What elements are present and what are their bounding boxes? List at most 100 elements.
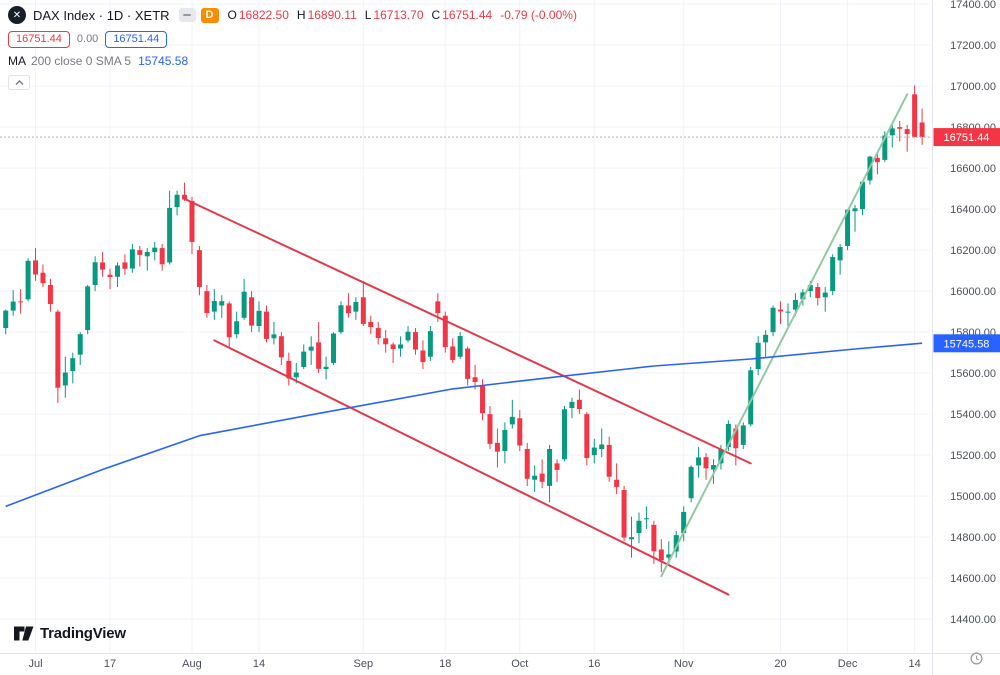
candle-body <box>137 250 143 255</box>
tradingview-logo[interactable]: TradingView <box>13 624 126 643</box>
candle-body <box>47 284 53 305</box>
candle-body <box>152 247 158 253</box>
candle-body <box>629 537 635 540</box>
candle-body <box>92 262 98 285</box>
candle-body <box>718 449 724 464</box>
candle-body <box>85 286 91 331</box>
candle-body <box>539 473 545 482</box>
time-tick-label: 14 <box>253 658 265 670</box>
price-tick-label: 17200.00 <box>950 40 996 52</box>
trendline-1[interactable] <box>213 339 730 596</box>
sell-price-button[interactable]: 16751.44 <box>8 30 70 48</box>
candle-body <box>621 490 627 538</box>
candle-body <box>368 321 374 328</box>
candle-body <box>889 128 895 136</box>
candle-body <box>241 291 247 318</box>
candle-body <box>308 346 314 351</box>
candle-body <box>763 334 769 343</box>
candle-body <box>420 350 426 363</box>
candle-body <box>472 377 478 382</box>
candle-body <box>10 301 16 311</box>
candle-body <box>740 425 746 445</box>
ma-200-line[interactable] <box>5 342 923 508</box>
candle-body <box>450 346 456 361</box>
axis-price-badge: 16751.44 <box>933 128 1000 147</box>
candle-body <box>323 366 329 370</box>
candle-body <box>189 200 195 242</box>
candle-body <box>159 248 165 265</box>
candle-body <box>465 348 471 379</box>
candle-body <box>651 524 657 552</box>
candle-body <box>263 311 269 339</box>
candle-body <box>532 475 538 480</box>
candle-body <box>55 311 61 388</box>
candle-body <box>442 315 448 348</box>
candle-body <box>874 157 880 163</box>
svg-text:16751.44: 16751.44 <box>944 132 990 144</box>
candle-body <box>390 344 396 349</box>
candle-body <box>226 303 232 338</box>
candle-body <box>33 260 39 275</box>
candle-body <box>591 447 597 456</box>
candle-body <box>114 265 120 277</box>
low-label: L <box>364 8 372 22</box>
candle-body <box>249 297 255 326</box>
trendline-0[interactable] <box>183 197 752 465</box>
time-tick-label: Oct <box>511 658 528 670</box>
trendline-2[interactable] <box>660 93 909 578</box>
candle-body <box>547 449 553 486</box>
candle-body <box>182 194 188 200</box>
timezone-clock-icon[interactable] <box>970 652 983 670</box>
price-axis[interactable]: 17400.0017200.0017000.0016800.0016600.00… <box>950 0 996 626</box>
candle-body <box>256 310 262 326</box>
symbol-logo: ✕ <box>8 6 26 24</box>
candle-body <box>897 127 903 129</box>
price-tick-label: 14600.00 <box>950 573 996 585</box>
candle-body <box>748 370 754 425</box>
candle-body <box>606 444 612 477</box>
candle-body <box>837 247 843 261</box>
candle-body <box>666 554 672 558</box>
candle-body <box>785 311 791 313</box>
open-label: O <box>227 8 237 22</box>
price-tick-label: 16600.00 <box>950 163 996 175</box>
candle-body <box>77 334 83 355</box>
candle-body <box>852 208 858 212</box>
price-tick-label: 14800.00 <box>950 532 996 544</box>
legend-menu-icon[interactable] <box>178 8 196 22</box>
interval-badge[interactable]: D <box>200 7 219 23</box>
candle-body <box>658 549 664 561</box>
candle-body <box>293 372 299 378</box>
open-value: 16822.50 <box>238 8 289 22</box>
candle-body <box>710 464 716 470</box>
change-value: -0.79 (-0.00%) <box>500 8 577 22</box>
candle-body <box>278 336 284 358</box>
candle-body <box>144 251 150 257</box>
symbol-logo-glyph: ✕ <box>12 9 22 21</box>
time-tick-label: Sep <box>354 658 374 670</box>
time-tick-label: 17 <box>104 658 116 670</box>
candle-body <box>822 292 828 298</box>
legend-collapse-button[interactable] <box>8 75 30 90</box>
indicator-legend[interactable]: MA 200 close 0 SMA 5 15745.58 <box>8 54 577 68</box>
candle-body <box>129 249 135 269</box>
candle-body <box>554 463 560 470</box>
spread-value: 0.00 <box>76 33 99 45</box>
price-tick-label: 16000.00 <box>950 286 996 298</box>
candle-body <box>167 207 173 263</box>
time-axis[interactable]: Jul 17 Aug 14 Sep 18 Oct 16 Nov 20 Dec 14 <box>28 658 920 670</box>
time-tick-label: Dec <box>838 658 858 670</box>
candle-body <box>427 331 433 357</box>
candle-body <box>792 299 798 310</box>
candle-body <box>725 423 731 447</box>
candle-body <box>331 333 337 363</box>
candle-body <box>643 518 649 520</box>
symbol-title[interactable]: DAX Index · 1D · XETR <box>33 7 170 23</box>
candle-body <box>271 334 277 339</box>
candle-body <box>919 122 925 138</box>
candle-body <box>3 310 9 329</box>
buy-price-button[interactable]: 16751.44 <box>105 30 168 48</box>
candle-body <box>800 292 806 300</box>
candle-body <box>316 342 322 369</box>
